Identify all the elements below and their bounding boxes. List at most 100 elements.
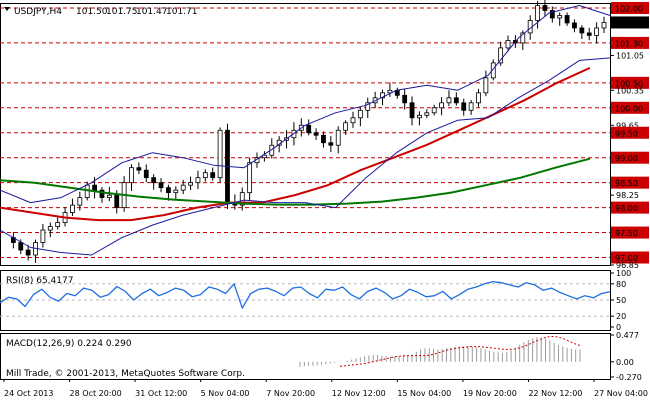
candle-body — [579, 27, 585, 34]
candle-body — [594, 27, 600, 36]
candle-body — [468, 102, 474, 111]
price-tag-6 — [611, 101, 649, 114]
candle-body — [409, 102, 415, 119]
price-tick-label: 98.50 — [615, 179, 638, 188]
time-tick-label: 5 Nov 04:00 — [201, 389, 250, 398]
candle-body — [70, 204, 75, 214]
candle-body — [343, 122, 349, 131]
candle-body — [180, 184, 186, 191]
rsi-line — [0, 280, 611, 309]
candle-body — [498, 47, 504, 64]
candle-body — [542, 5, 548, 11]
candle-body — [520, 32, 526, 44]
dropdown-triangle-icon — [4, 7, 10, 11]
ohlc-close: 101.71 — [166, 7, 198, 17]
panel-frame-1 — [0, 3, 611, 266]
watermark: Mill Trade, © 2001-2013, MetaQuotes Soft… — [6, 369, 245, 379]
candle-body — [483, 77, 489, 94]
panel-frame-3 — [0, 333, 611, 380]
candle-body — [99, 189, 105, 199]
moving-average-line — [0, 157, 591, 206]
macd-label: MACD(12,26,9) 0.224 0.290 — [6, 339, 132, 349]
candle-body — [549, 10, 555, 19]
candle-body — [92, 184, 97, 191]
candle-body — [439, 102, 444, 109]
price-tag-12 — [611, 201, 649, 214]
time-tick-label: 24 Oct 2013 — [4, 389, 53, 398]
candle-body — [166, 187, 171, 194]
candle-body — [217, 129, 223, 179]
candle-body — [55, 222, 61, 227]
symbol-label: USDJPY,H4 — [14, 7, 62, 17]
candle-body — [564, 15, 570, 24]
time-tick-label: 31 Oct 12:00 — [135, 389, 187, 398]
time-tick-label: 28 Oct 20:00 — [70, 389, 122, 398]
price-tag-1 — [611, 16, 649, 29]
candle-body — [173, 189, 179, 194]
bollinger-lower-line — [0, 57, 611, 256]
candle-body — [40, 229, 46, 243]
time-tick-label: 15 Nov 04:00 — [397, 389, 451, 398]
candle-body — [106, 194, 112, 199]
price-tag-0 — [611, 1, 649, 14]
candle-body — [461, 102, 467, 111]
candle-body — [136, 167, 142, 171]
candle-body — [476, 92, 481, 104]
candle-body — [247, 162, 253, 194]
ohlc-open: 101.50 — [76, 7, 108, 17]
time-tick-label: 7 Nov 20:00 — [266, 389, 315, 398]
bollinger-upper-line — [0, 5, 611, 204]
candle-body — [129, 167, 134, 184]
price-tag-8 — [611, 126, 649, 139]
candle-body — [490, 62, 496, 79]
candle-body — [195, 177, 201, 184]
candle-body — [77, 197, 83, 206]
candle-body — [313, 132, 319, 136]
candle-body — [335, 129, 341, 146]
candle-body — [25, 249, 31, 256]
price-tick-label: 101.05 — [616, 51, 644, 60]
time-tick-label: 12 Nov 12:00 — [332, 389, 386, 398]
price-tag-14 — [611, 251, 649, 264]
candle-body — [350, 117, 356, 124]
candle-body — [535, 5, 540, 21]
price-tag-4 — [611, 76, 649, 89]
ohlc-high: 101.75 — [106, 7, 138, 17]
price-tick-label: 101.30 — [615, 39, 643, 48]
candle-body — [357, 109, 363, 119]
price-tick-label: 97.50 — [615, 229, 638, 238]
candle-body — [306, 124, 312, 134]
time-tick-label: 27 Nov 04:00 — [594, 389, 648, 398]
candle-body — [239, 192, 245, 206]
candle-body — [572, 22, 577, 29]
price-tick-label: 100.00 — [615, 104, 643, 113]
price-tick-label: 99.00 — [615, 154, 638, 163]
candle-body — [380, 92, 385, 99]
candle-body — [365, 102, 371, 111]
price-tag-9 — [611, 151, 649, 164]
price-tick-label: 99.65 — [616, 121, 639, 130]
candle-body — [328, 142, 334, 146]
candle-body — [114, 194, 120, 209]
candle-body — [143, 169, 149, 179]
price-tick-label: 101.71 — [615, 19, 643, 28]
price-tag-13 — [611, 226, 649, 239]
ohlc-low: 101.47 — [136, 7, 168, 17]
candle-body — [321, 134, 326, 144]
candle-body — [151, 177, 157, 184]
candle-body — [261, 154, 267, 159]
price-tick-label: 99.50 — [615, 129, 638, 138]
price-tick-label: 100.35 — [616, 86, 644, 95]
candle-body — [446, 97, 452, 104]
macd-tick-label: 0.477 — [616, 331, 639, 340]
candle-body — [158, 182, 164, 189]
price-tick-label: 98.00 — [615, 204, 638, 213]
candle-body — [18, 242, 24, 251]
candle-body — [586, 32, 592, 36]
candle-body — [84, 184, 90, 199]
price-tick-label: 102.00 — [615, 4, 643, 13]
candle-body — [557, 15, 563, 19]
candle-body — [424, 112, 430, 116]
price-tick-label: 100.50 — [615, 79, 643, 88]
